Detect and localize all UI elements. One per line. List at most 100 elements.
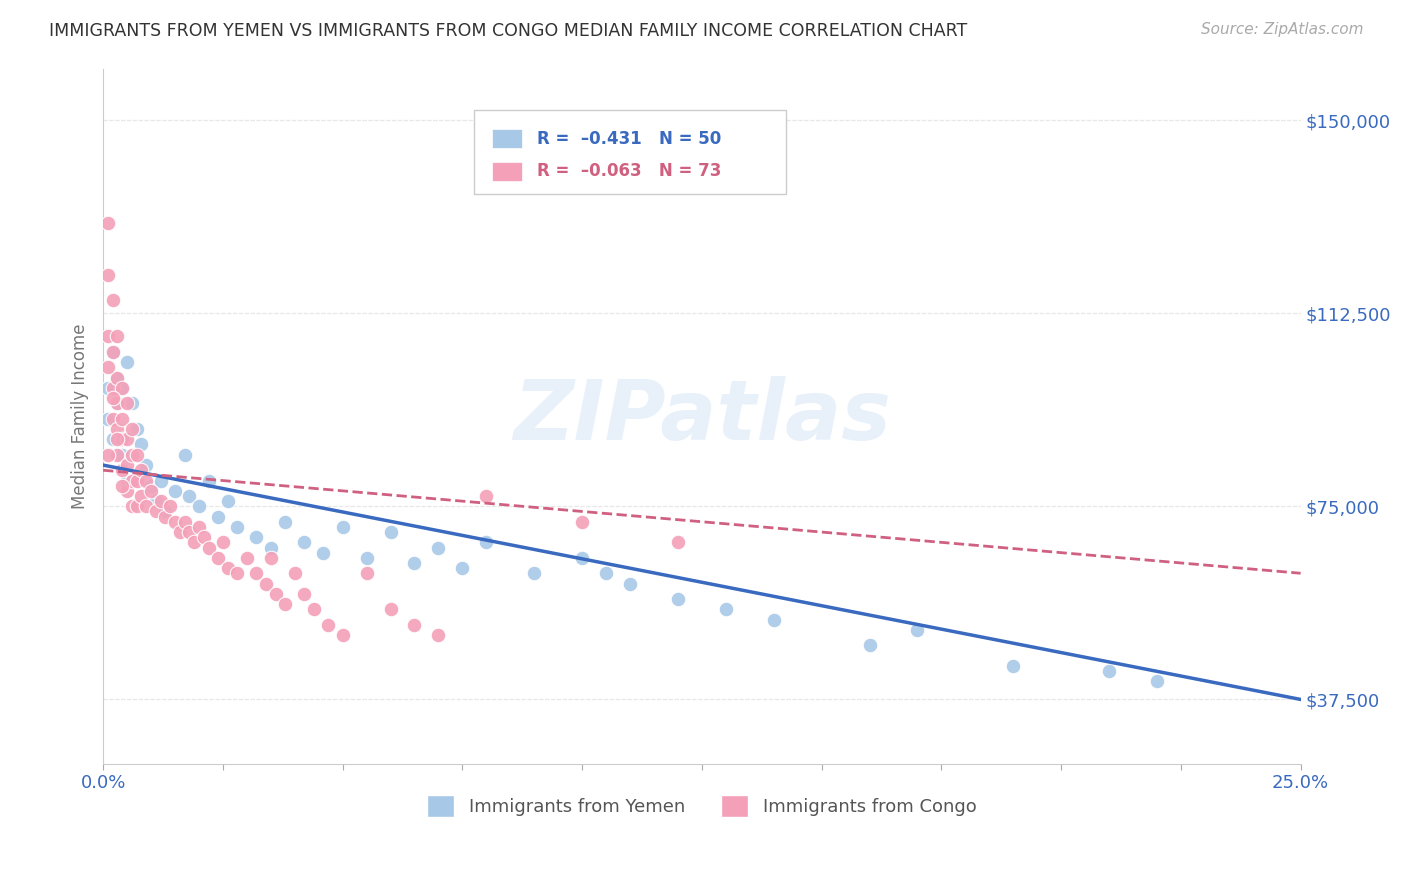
Point	[125, 422, 148, 436]
Point	[111, 463, 134, 477]
Point	[523, 566, 546, 581]
Point	[121, 448, 143, 462]
Y-axis label: Median Family Income: Median Family Income	[72, 324, 89, 509]
Point	[1146, 674, 1168, 689]
Point	[183, 535, 205, 549]
Point	[1002, 659, 1025, 673]
Point	[226, 520, 249, 534]
Point	[762, 613, 785, 627]
Point	[427, 628, 450, 642]
Point	[101, 344, 124, 359]
FancyBboxPatch shape	[474, 111, 786, 194]
Point	[107, 370, 129, 384]
Text: ZIPatlas: ZIPatlas	[513, 376, 891, 457]
Point	[107, 396, 129, 410]
Point	[380, 602, 402, 616]
Point	[173, 515, 195, 529]
Point	[217, 561, 239, 575]
Point	[169, 524, 191, 539]
Point	[332, 520, 354, 534]
Point	[107, 329, 129, 343]
Point	[115, 474, 138, 488]
Point	[571, 550, 593, 565]
Point	[145, 504, 167, 518]
Point	[115, 355, 138, 369]
Point	[159, 500, 181, 514]
Point	[193, 530, 215, 544]
Point	[207, 509, 229, 524]
Point	[131, 437, 153, 451]
Legend: Immigrants from Yemen, Immigrants from Congo: Immigrants from Yemen, Immigrants from C…	[420, 788, 984, 824]
Point	[139, 483, 162, 498]
Point	[212, 535, 235, 549]
Point	[907, 623, 929, 637]
Point	[571, 515, 593, 529]
Point	[115, 483, 138, 498]
Point	[292, 587, 315, 601]
Point	[131, 489, 153, 503]
Point	[145, 494, 167, 508]
Point	[179, 524, 201, 539]
Point	[619, 576, 641, 591]
FancyBboxPatch shape	[492, 129, 522, 148]
Point	[115, 433, 138, 447]
Point	[97, 360, 120, 375]
Point	[101, 433, 124, 447]
Point	[107, 448, 129, 462]
Point	[173, 448, 195, 462]
Point	[121, 474, 143, 488]
Point	[302, 602, 325, 616]
Point	[101, 381, 124, 395]
Point	[97, 329, 120, 343]
Point	[427, 541, 450, 555]
Point	[316, 617, 339, 632]
Point	[111, 479, 134, 493]
Point	[404, 556, 426, 570]
Point	[111, 381, 134, 395]
Point	[714, 602, 737, 616]
Point	[356, 566, 378, 581]
Point	[260, 550, 283, 565]
Point	[666, 535, 689, 549]
Point	[245, 530, 267, 544]
Point	[274, 515, 297, 529]
Point	[107, 422, 129, 436]
Point	[149, 494, 172, 508]
Point	[163, 515, 186, 529]
FancyBboxPatch shape	[492, 161, 522, 181]
Point	[107, 370, 129, 384]
Point	[179, 489, 201, 503]
Point	[292, 535, 315, 549]
Point	[356, 550, 378, 565]
Point	[254, 576, 277, 591]
Point	[115, 458, 138, 472]
Point	[125, 474, 148, 488]
Point	[115, 396, 138, 410]
Point	[107, 396, 129, 410]
Point	[197, 541, 219, 555]
Point	[1098, 664, 1121, 678]
Point	[226, 566, 249, 581]
Point	[101, 391, 124, 405]
Point	[135, 474, 157, 488]
Point	[274, 597, 297, 611]
Point	[207, 550, 229, 565]
Point	[121, 500, 143, 514]
Point	[666, 592, 689, 607]
Point	[187, 500, 209, 514]
Point	[236, 550, 259, 565]
Point	[135, 458, 157, 472]
Text: IMMIGRANTS FROM YEMEN VS IMMIGRANTS FROM CONGO MEDIAN FAMILY INCOME CORRELATION : IMMIGRANTS FROM YEMEN VS IMMIGRANTS FROM…	[49, 22, 967, 40]
Point	[197, 474, 219, 488]
Point	[595, 566, 617, 581]
Point	[187, 520, 209, 534]
Point	[101, 411, 124, 425]
Point	[121, 396, 143, 410]
Point	[260, 541, 283, 555]
Point	[97, 411, 120, 425]
Point	[163, 483, 186, 498]
Point	[284, 566, 307, 581]
Point	[131, 463, 153, 477]
Point	[135, 500, 157, 514]
Point	[245, 566, 267, 581]
